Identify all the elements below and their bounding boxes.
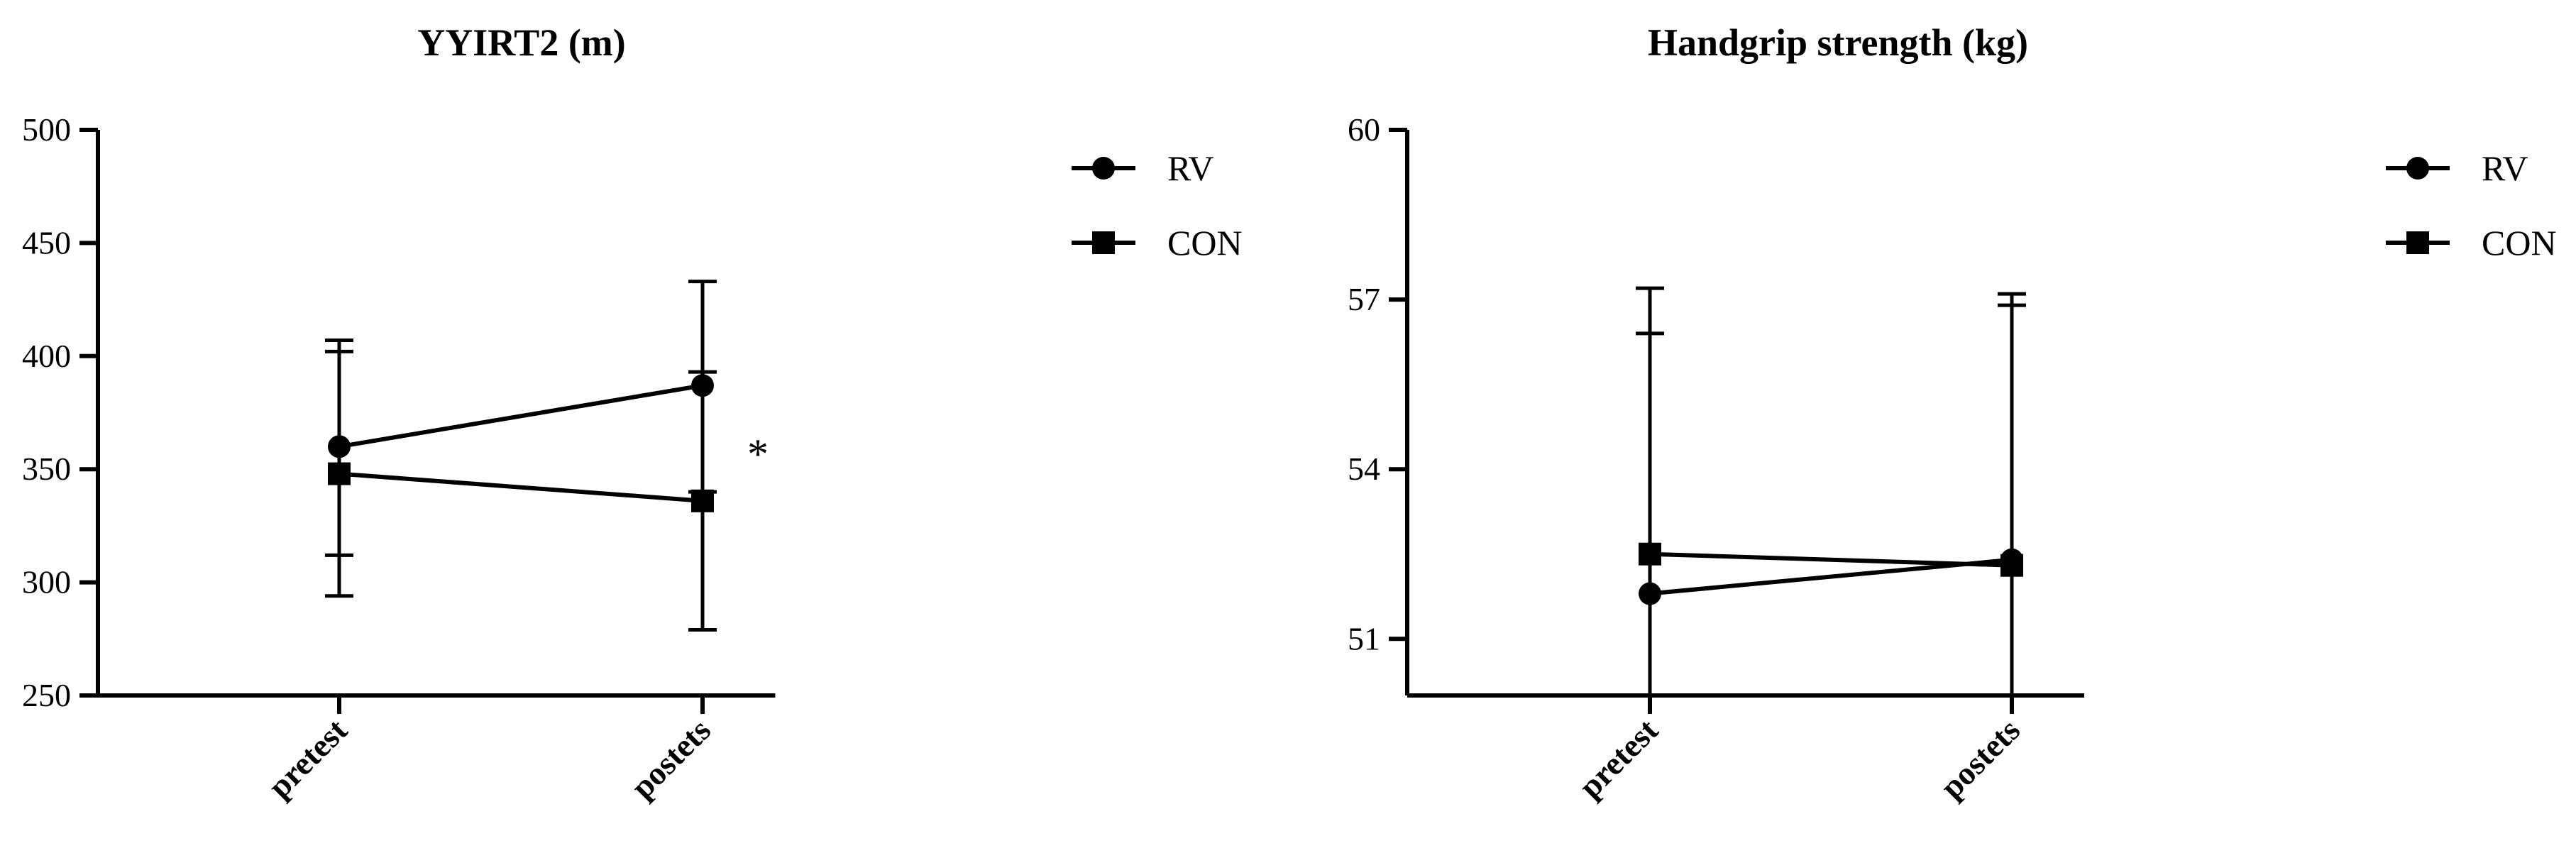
- x-tick-label: pretest: [1572, 712, 1666, 805]
- y-tick-label: 450: [22, 224, 71, 260]
- y-tick-label: 51: [1348, 620, 1380, 656]
- data-point: [2000, 554, 2023, 577]
- chart-yyirt2: YYIRT2 (m) * 250 300 350 400 450 500 pretest po…: [22, 21, 1243, 805]
- y-tick-label: 250: [22, 677, 71, 713]
- series-line: [1649, 551, 2013, 568]
- series-line: [338, 471, 703, 503]
- y-tick-label: 300: [22, 564, 71, 600]
- x-tick-label: postets: [624, 712, 717, 805]
- series-rv: [1636, 292, 2026, 695]
- chart-title-yyirt2: YYIRT2 (m): [417, 21, 626, 64]
- annotation-significance: *: [747, 431, 769, 478]
- legend-label: CON: [2482, 223, 2557, 263]
- y-tick-label: 350: [22, 451, 71, 487]
- data-point: [1639, 542, 1661, 566]
- y-tick-label: 500: [22, 111, 71, 148]
- legend-item-con: CON: [2386, 223, 2557, 263]
- legend-label: CON: [1167, 223, 1243, 263]
- series-con: [1636, 286, 2026, 695]
- chart-title-handgrip: Handgrip strength (kg): [1648, 21, 2028, 64]
- series-con: [325, 349, 717, 632]
- x-tick-label: pretest: [261, 712, 355, 805]
- legend-marker: [1092, 157, 1115, 180]
- y-tick-label: 400: [22, 338, 71, 374]
- series-line: [338, 383, 703, 449]
- legend-marker: [2406, 157, 2429, 180]
- y-tick-label: 54: [1348, 451, 1380, 487]
- legend-item-rv: RV: [1072, 148, 1213, 188]
- data-point: [691, 489, 714, 512]
- x-tick-label: postets: [1933, 712, 2027, 805]
- legend-item-con: CON: [1072, 223, 1243, 263]
- legend-marker: [1092, 231, 1115, 254]
- y-tick-label: 60: [1348, 111, 1380, 148]
- legend-label: RV: [2482, 148, 2528, 188]
- data-point: [328, 462, 351, 485]
- legend-label: RV: [1167, 148, 1213, 188]
- chart-handgrip: Handgrip strength (kg) 51 54 57 60 pretest po…: [1348, 21, 2557, 805]
- legend-item-rv: RV: [2386, 148, 2528, 188]
- legend-marker: [2406, 231, 2429, 254]
- y-tick-label: 57: [1348, 281, 1380, 317]
- series-rv: [325, 280, 717, 557]
